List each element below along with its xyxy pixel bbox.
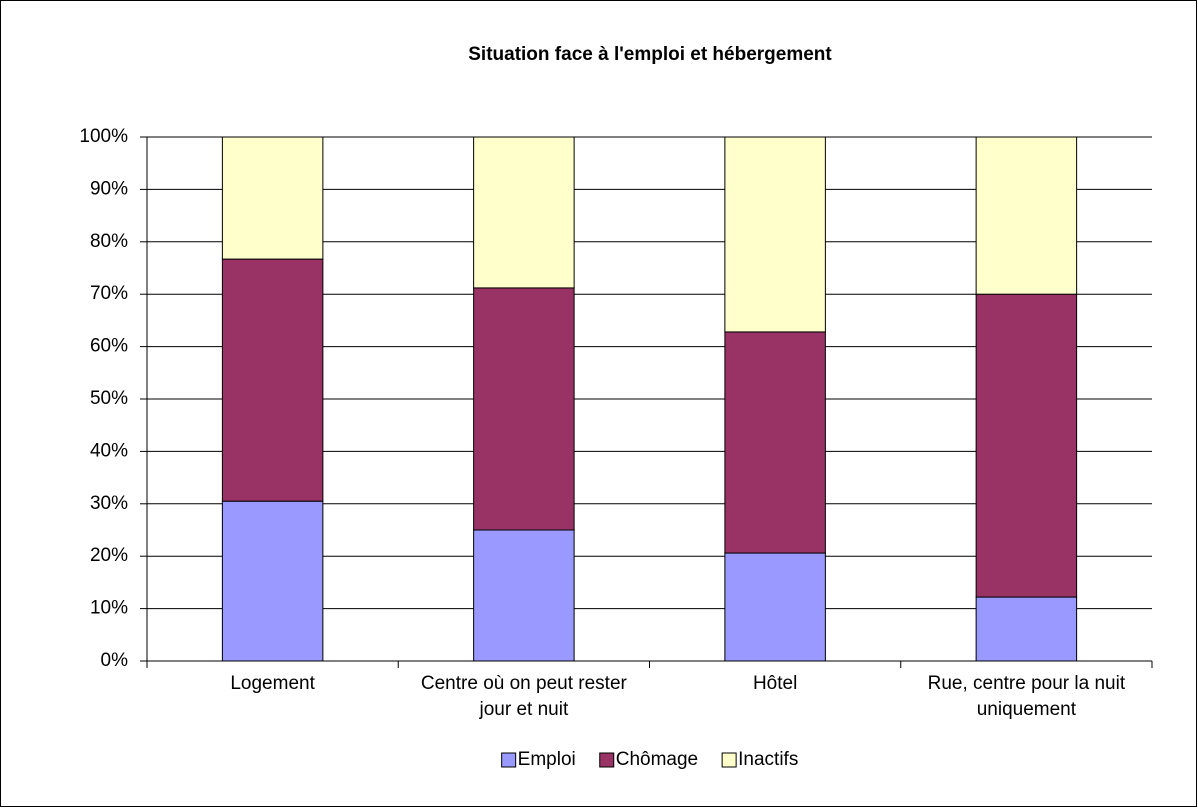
- bar-segment: [724, 552, 826, 662]
- bar-segment: [975, 293, 1078, 598]
- y-tick-label: 60%: [90, 336, 128, 357]
- bar-segment: [473, 529, 575, 662]
- legend-swatch: [721, 752, 737, 768]
- y-tick-label: 20%: [90, 545, 128, 566]
- bar-segment: [473, 136, 575, 289]
- y-tick-label: 30%: [90, 493, 128, 514]
- x-tick-label: Rue, centre pour la nuit uniquement: [927, 673, 1126, 720]
- y-tick-label: 70%: [90, 283, 128, 304]
- bar-segment: [975, 136, 1078, 295]
- bar-segment: [473, 287, 575, 531]
- y-tick-label: 40%: [90, 440, 128, 461]
- x-tick-label: Hôtel: [752, 673, 798, 694]
- bar-segment: [975, 596, 1078, 662]
- y-tick-label: 50%: [90, 388, 128, 409]
- y-tick-label: 80%: [90, 231, 128, 252]
- bar-segment: [221, 136, 324, 260]
- x-tick-label: Logement: [230, 673, 315, 694]
- y-tick-label: 0%: [101, 650, 129, 671]
- bar-segment: [221, 500, 324, 662]
- bar-segment: [221, 258, 324, 502]
- bar-segment: [724, 331, 826, 554]
- legend-label: Inactifs: [738, 749, 798, 770]
- bar-segment: [724, 136, 826, 333]
- x-tick-label: Centre où on peut rester jour et nuit: [420, 673, 627, 720]
- y-tick-label: 100%: [79, 126, 128, 147]
- y-tick-label: 10%: [90, 598, 128, 619]
- legend-label: Emploi: [518, 749, 576, 770]
- legend-swatch: [501, 752, 517, 768]
- chart-title: Situation face à l'emploi et hébergement: [468, 44, 832, 65]
- y-tick-label: 90%: [90, 178, 128, 199]
- legend-label: Chômage: [616, 749, 698, 770]
- legend-swatch: [599, 752, 615, 768]
